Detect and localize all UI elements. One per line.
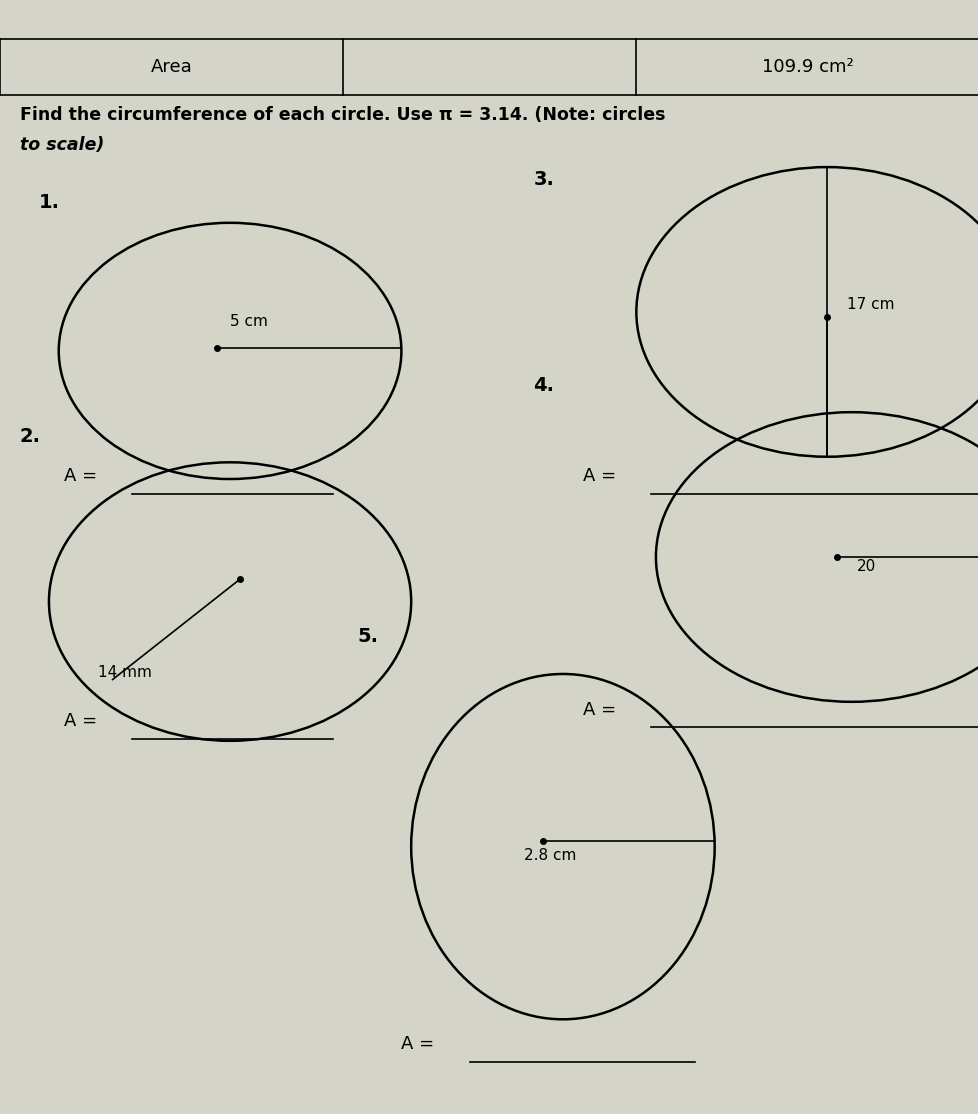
Text: 3.: 3. <box>533 170 554 189</box>
Text: 5.: 5. <box>357 627 378 646</box>
Text: 5 cm: 5 cm <box>230 314 268 329</box>
Text: 2.: 2. <box>20 427 40 446</box>
Text: 14 mm: 14 mm <box>98 665 152 680</box>
Text: 4.: 4. <box>533 377 554 395</box>
Text: A =: A = <box>401 1035 434 1053</box>
Text: 1.: 1. <box>39 193 60 212</box>
Text: 17 cm: 17 cm <box>846 297 894 312</box>
Text: A =: A = <box>64 712 97 730</box>
Text: A =: A = <box>64 467 97 485</box>
Text: Area: Area <box>151 58 192 76</box>
Text: Find the circumference of each circle. Use π = 3.14. (Note: circles: Find the circumference of each circle. U… <box>20 106 664 124</box>
Text: 20: 20 <box>856 559 875 574</box>
Text: A =: A = <box>582 467 615 485</box>
Text: 2.8 cm: 2.8 cm <box>523 849 575 863</box>
Text: 109.9 cm²: 109.9 cm² <box>761 58 853 76</box>
Text: A =: A = <box>582 701 615 719</box>
Text: to scale): to scale) <box>20 136 104 154</box>
